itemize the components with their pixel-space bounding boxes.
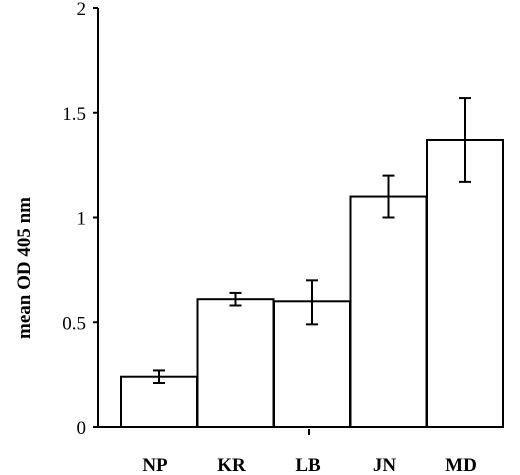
bar-jn <box>349 195 428 428</box>
x-tick-label-np: NP <box>142 455 168 475</box>
y-axis-label: mean OD 405 nm <box>14 197 35 339</box>
y-tick-label: 1 <box>77 209 87 230</box>
axes-layer <box>93 7 503 435</box>
error-bar-lb <box>306 279 318 326</box>
y-tick-label: 2 <box>77 0 87 20</box>
labels-layer: NP KR LB JN MD 0 0.5 1 1.5 2 <box>62 0 477 475</box>
x-tick-label-jn: JN <box>373 455 397 475</box>
y-tick-label: 0.5 <box>62 313 86 334</box>
x-tick-label-kr: KR <box>217 455 246 475</box>
y-tick-label: 1.5 <box>62 104 86 125</box>
error-bars-layer <box>153 97 471 385</box>
error-bar-jn <box>382 174 395 219</box>
bar-kr <box>196 298 275 428</box>
x-tick-label-md: MD <box>445 455 477 475</box>
y-tick-label: 0 <box>77 418 87 439</box>
x-tick-label-lb: LB <box>295 455 321 475</box>
error-bar-np <box>153 369 165 385</box>
bar-md <box>426 138 504 429</box>
error-bar-kr <box>229 291 242 307</box>
bar-np <box>120 375 198 428</box>
error-bar-md <box>459 97 471 183</box>
